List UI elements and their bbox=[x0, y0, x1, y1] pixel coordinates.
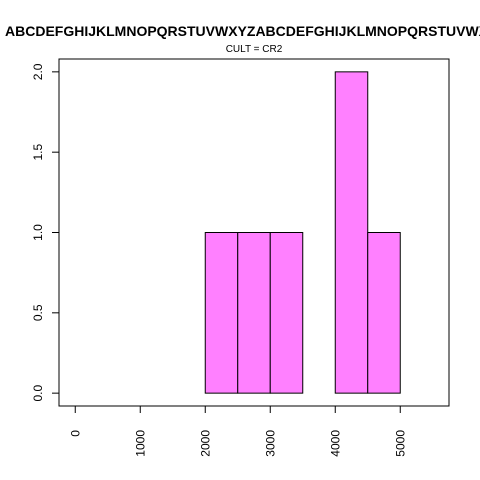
histogram-bar-1 bbox=[237, 232, 271, 394]
y-tick-label: 1.0 bbox=[31, 224, 45, 241]
histogram-bar-5 bbox=[367, 232, 401, 394]
x-tick-label: 1000 bbox=[133, 430, 147, 457]
x-tick-label: 3000 bbox=[263, 430, 277, 457]
bars-layer bbox=[204, 71, 401, 394]
histogram-bar-0 bbox=[204, 232, 239, 394]
y-tick-label: 2.0 bbox=[31, 63, 45, 80]
y-axis: 0.0 0.5 1.0 1.5 2.0 bbox=[31, 63, 60, 401]
chart-subtitle: CULT = CR2 bbox=[226, 44, 283, 55]
y-tick-label: 0.0 bbox=[31, 384, 45, 401]
x-tick-label: 4000 bbox=[328, 430, 342, 457]
histogram-bar-4 bbox=[334, 71, 369, 394]
y-tick-label: 0.5 bbox=[31, 304, 45, 321]
x-tick-label: 5000 bbox=[393, 430, 407, 457]
histogram-bar-2 bbox=[269, 232, 304, 394]
x-tick-label: 0 bbox=[68, 430, 82, 437]
y-tick-label: 1.5 bbox=[31, 144, 45, 161]
chart-title: ABCDEFGHIJKLMNOPQRSTUVWXYZABCDEFGHIJKLMN… bbox=[5, 23, 480, 39]
x-tick-label: 2000 bbox=[198, 430, 212, 457]
x-axis: 0 1000 2000 3000 4000 5000 bbox=[68, 405, 407, 457]
